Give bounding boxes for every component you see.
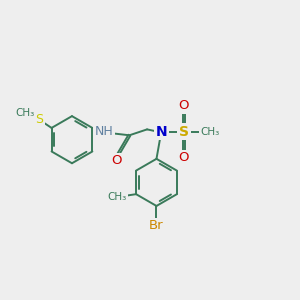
Text: O: O: [178, 151, 189, 164]
Text: CH₃: CH₃: [16, 108, 35, 118]
Text: Br: Br: [149, 219, 164, 232]
Text: N: N: [155, 125, 167, 139]
Text: S: S: [179, 125, 189, 139]
Text: O: O: [178, 99, 189, 112]
Text: NH: NH: [95, 125, 113, 138]
Text: CH₃: CH₃: [201, 127, 220, 137]
Text: CH₃: CH₃: [108, 191, 127, 202]
Text: O: O: [111, 154, 122, 167]
Text: S: S: [35, 113, 43, 126]
